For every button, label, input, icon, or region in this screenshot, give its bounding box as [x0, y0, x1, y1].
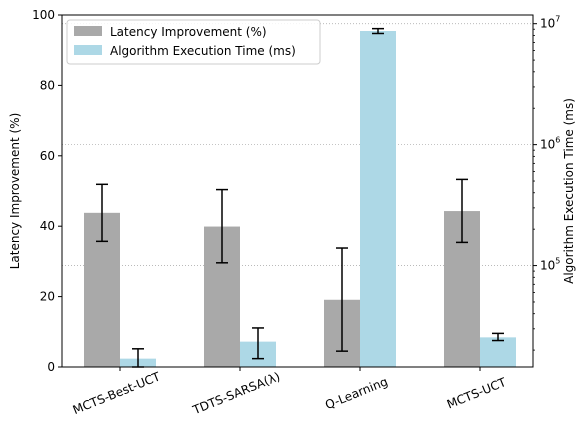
- left-tick-label: 0: [47, 360, 55, 374]
- x-axis: MCTS-Best-UCT TDTS-SARSA(λ) Q-Learning MCTS…: [71, 367, 509, 418]
- legend-label: Algorithm Execution Time (ms): [110, 44, 296, 58]
- legend-box: [66, 19, 321, 65]
- y-axis-label-left: Latency Improvement (%): [8, 113, 22, 270]
- left-tick-label: 20: [40, 290, 55, 304]
- right-tick-label: 107: [540, 15, 560, 31]
- legend-swatch: [74, 26, 102, 36]
- plot-frame: [61, 14, 534, 368]
- left-tick-label: 60: [40, 149, 55, 163]
- left-axis: 0 20 40 60 80 100: [32, 8, 62, 374]
- exec-time-bar: [360, 31, 396, 368]
- left-tick-label: 40: [40, 219, 55, 233]
- right-tick-label: 105: [540, 257, 560, 273]
- left-tick-label: 100: [32, 8, 55, 22]
- legend: Latency Improvement (%) Algorithm Executi…: [66, 19, 321, 65]
- x-tick-label: MCTS-UCT: [445, 375, 509, 412]
- right-axis: 105 106 107: [533, 15, 560, 351]
- exec-time-bar: [480, 337, 516, 367]
- left-tick-label: 80: [40, 78, 55, 92]
- x-tick-label: TDTS-SARSA(λ): [190, 369, 282, 417]
- y-axis-label-right: Algorithm Execution Time (ms): [562, 98, 576, 284]
- legend-label: Latency Improvement (%): [110, 25, 267, 39]
- legend-swatch: [74, 45, 102, 55]
- x-tick-label: Q-Learning: [323, 374, 390, 412]
- bars: [84, 31, 516, 368]
- x-tick-label: MCTS-Best-UCT: [71, 369, 163, 417]
- error-bars: [96, 27, 504, 368]
- right-tick-label: 106: [540, 136, 560, 152]
